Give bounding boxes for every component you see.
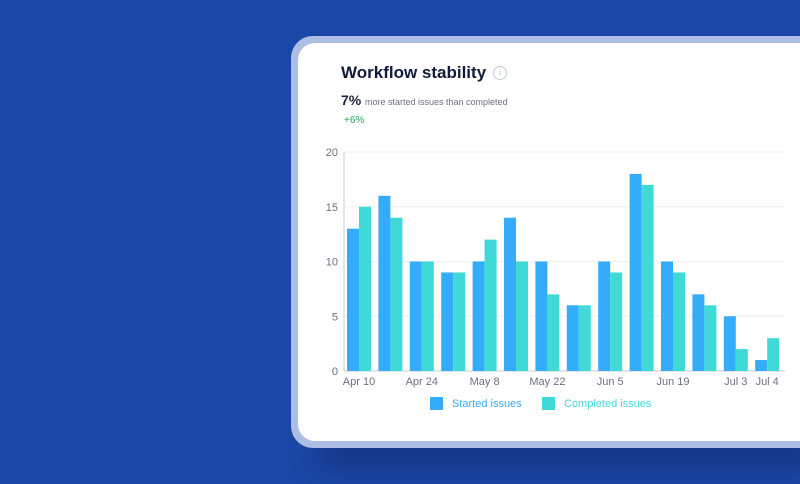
headline-text: more started issues than completed xyxy=(365,97,508,107)
bar-completed xyxy=(453,272,466,371)
legend-completed[interactable]: Completed issues xyxy=(542,397,651,410)
x-tick-label: Apr 24 xyxy=(406,376,438,388)
legend-swatch-started xyxy=(430,397,443,410)
bar-completed xyxy=(516,261,528,371)
y-tick-label: 20 xyxy=(326,147,338,159)
bar-completed xyxy=(578,305,591,371)
y-tick-label: 15 xyxy=(326,202,338,214)
x-tick-label: Jun 19 xyxy=(656,376,689,388)
x-tick-label: Jul 3 xyxy=(724,376,747,388)
bar-started xyxy=(504,217,516,371)
bar-completed xyxy=(735,349,748,371)
legend-label-completed: Completed issues xyxy=(564,397,652,410)
y-tick-label: 10 xyxy=(326,257,338,269)
bar-started xyxy=(409,261,422,371)
bar-started xyxy=(598,261,611,371)
bar-started xyxy=(566,305,579,371)
bar-completed xyxy=(767,338,780,371)
bar-started xyxy=(347,228,359,371)
bar-started xyxy=(535,261,548,371)
bar-started xyxy=(692,294,705,371)
bar-completed xyxy=(547,294,560,371)
bar-completed xyxy=(359,206,371,371)
bar-completed xyxy=(673,272,685,371)
delta-value: +6% xyxy=(344,115,365,126)
bar-started xyxy=(723,316,736,371)
bar-started xyxy=(378,195,391,371)
x-tick-label: Jul 4 xyxy=(756,376,779,388)
bar-completed xyxy=(641,184,654,371)
headline-value: 7% xyxy=(341,92,362,108)
bar-completed xyxy=(610,272,623,371)
bar-started xyxy=(661,261,673,371)
bar-completed xyxy=(421,261,434,371)
bar-completed xyxy=(484,239,497,371)
x-tick-label: May 22 xyxy=(529,376,565,388)
x-tick-label: Apr 10 xyxy=(343,376,375,388)
info-icon[interactable]: i xyxy=(493,66,507,80)
bar-completed xyxy=(390,217,403,371)
legend-label-started: Started issues xyxy=(452,397,522,410)
y-tick-label: 5 xyxy=(332,311,338,323)
y-tick-label: 0 xyxy=(332,366,338,378)
legend-swatch-completed xyxy=(542,397,555,410)
bar-started xyxy=(755,360,768,371)
legend-started[interactable]: Started issues xyxy=(430,397,522,410)
x-tick-label: May 8 xyxy=(470,376,500,388)
bar-started xyxy=(629,173,642,371)
card-title: Workflow stability xyxy=(341,63,487,82)
bar-completed xyxy=(704,305,717,371)
bar-started xyxy=(472,261,485,371)
bar-started xyxy=(441,272,454,371)
x-tick-label: Jun 5 xyxy=(597,376,624,388)
